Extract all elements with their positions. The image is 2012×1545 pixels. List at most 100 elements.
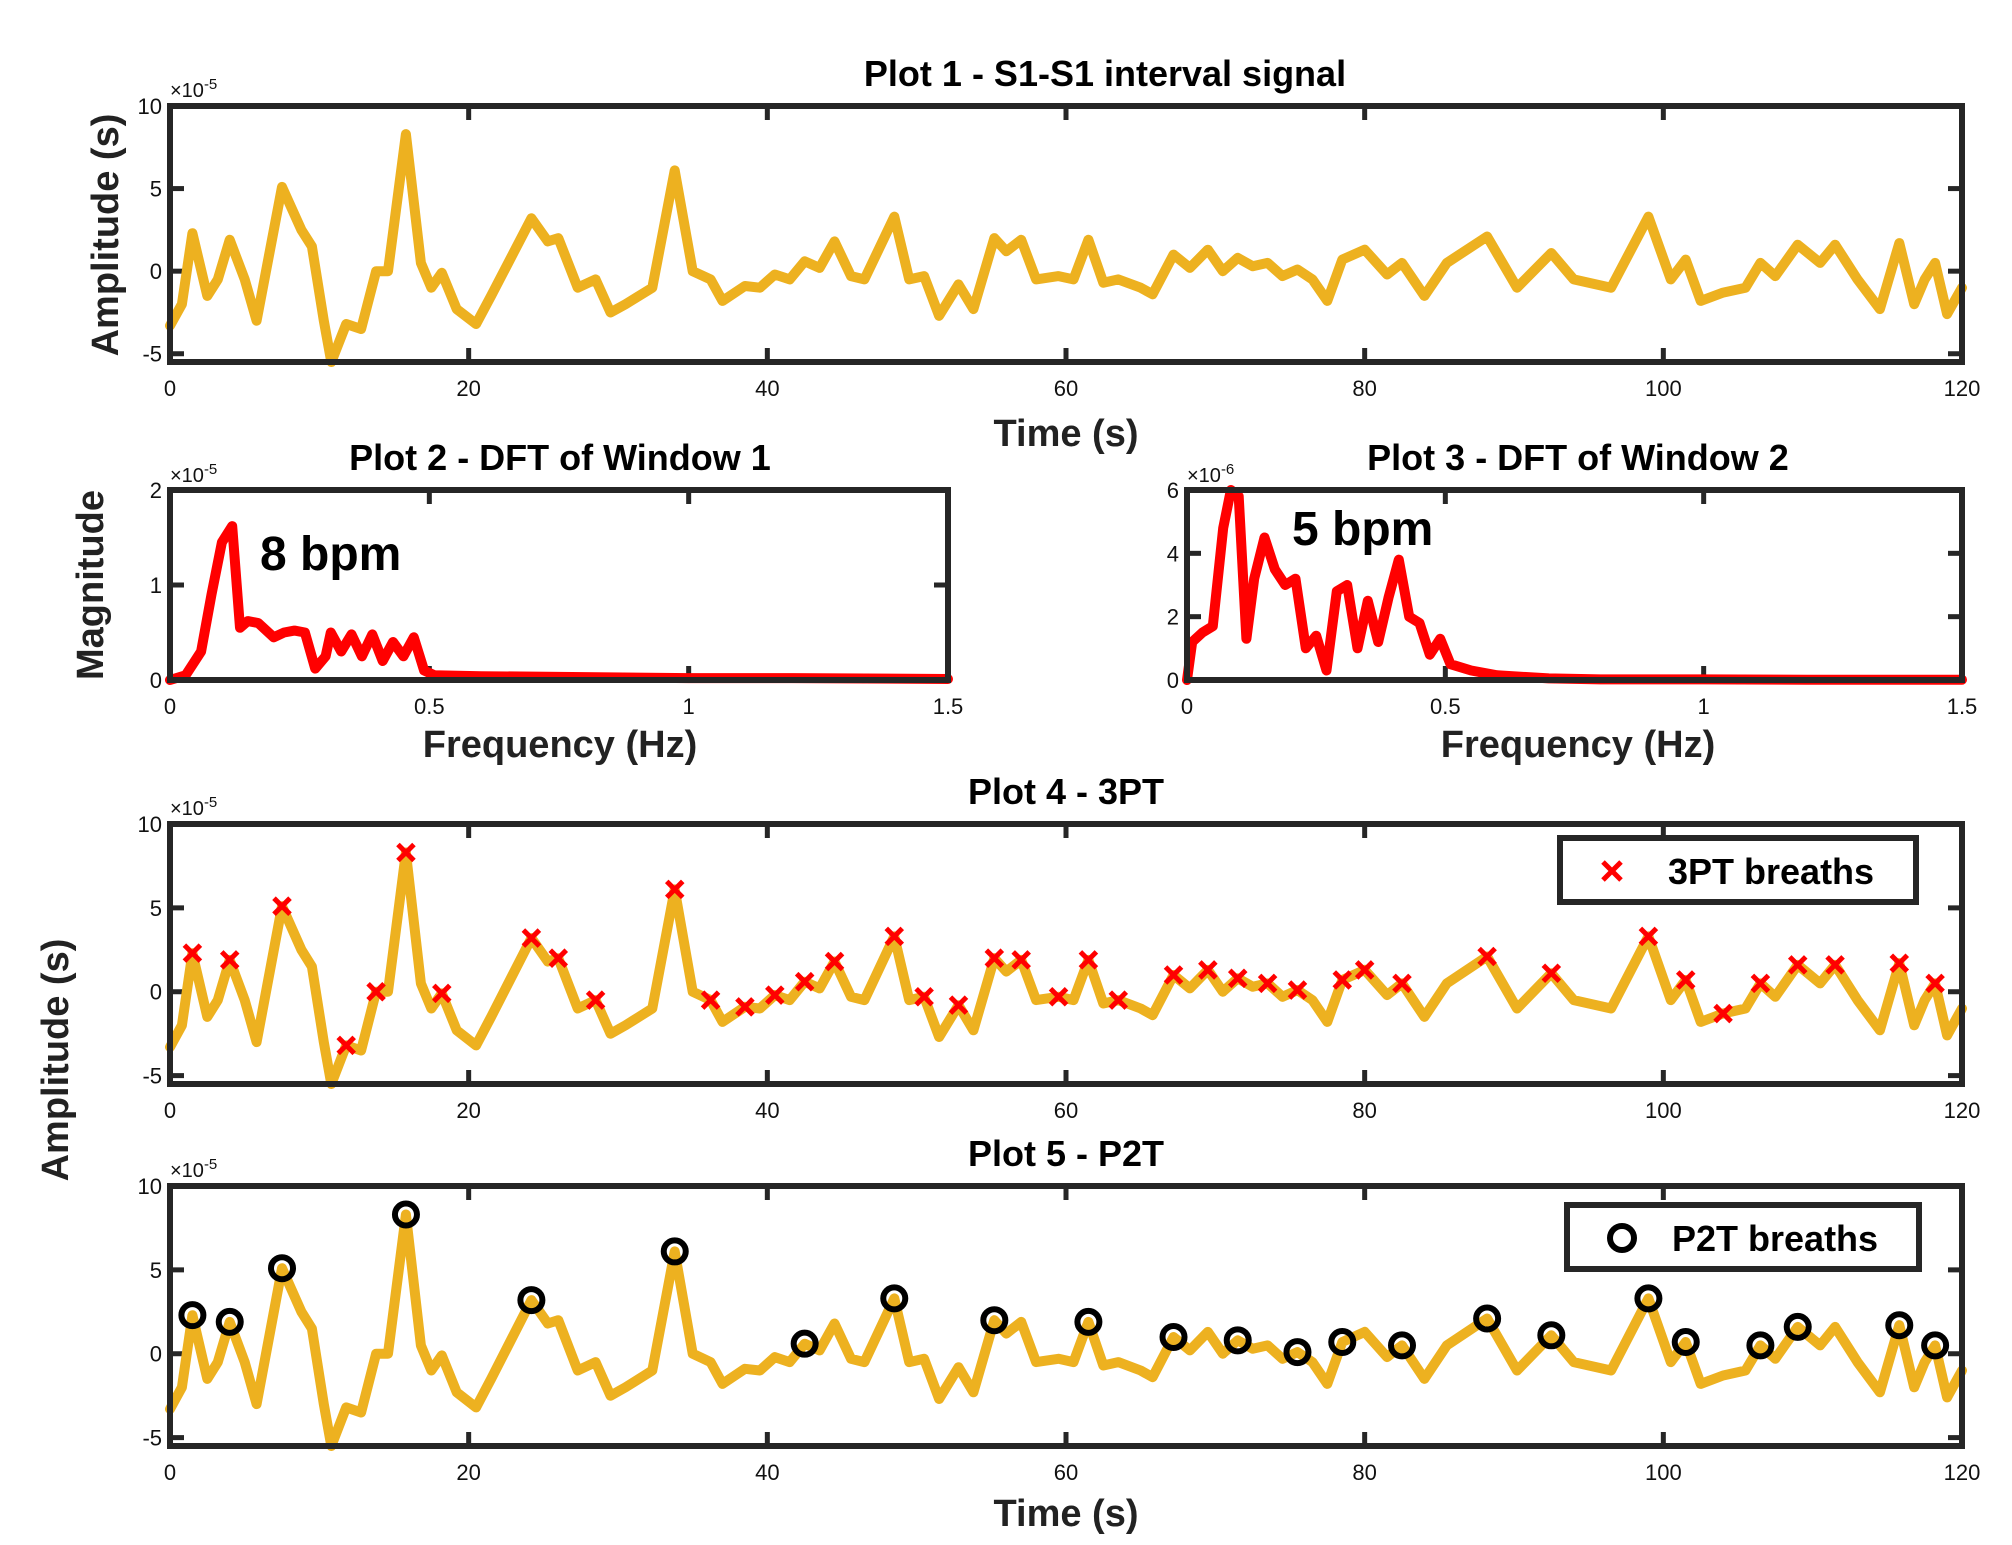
- p4-breath-marker: [219, 950, 240, 970]
- p5-breath-marker: [1328, 1328, 1357, 1356]
- p5-xtick-label: 0: [164, 1460, 176, 1485]
- p1-xtick-label: 0: [164, 376, 176, 401]
- p1-xtick-label: 20: [456, 376, 480, 401]
- p5-xtick-label: 120: [1944, 1460, 1981, 1485]
- p1-ytick-label: 0: [150, 259, 162, 284]
- p4-xtick-label: 40: [755, 1098, 779, 1123]
- p4-breath-marker: [1257, 973, 1278, 994]
- p4-breath-marker: [1287, 980, 1308, 1000]
- p2-ytick-label: 1: [150, 573, 162, 598]
- p5-breath-marker: [178, 1301, 207, 1330]
- p4-breath-marker: [1048, 987, 1069, 1007]
- p1-xtick-label: 100: [1645, 376, 1682, 401]
- plot-2-title: Plot 2 - DFT of Window 1: [349, 437, 771, 478]
- plot-5-xlabel: Time (s): [993, 1493, 1138, 1535]
- plot-5-legend: P2T breaths: [1564, 1202, 1922, 1272]
- p3-xtick-label: 1: [1698, 694, 1710, 719]
- p4-breath-marker: [765, 985, 785, 1005]
- plot-5-title: Plot 5 - P2T: [968, 1133, 1164, 1174]
- plot-2-annotation: 8 bpm: [260, 528, 401, 581]
- p4-breath-marker: [664, 879, 685, 900]
- p3-ytick-label: 0: [1167, 668, 1179, 693]
- p3-ytick-label: 2: [1167, 605, 1179, 630]
- plot-1-xlabel: Time (s): [993, 413, 1138, 455]
- plot-2: Plot 2 - DFT of Window 1 0 0.5 1 1.5 0 1 2 ×10…: [70, 437, 963, 766]
- p4-breath-marker: [735, 997, 755, 1017]
- p4-breath-marker: [1392, 973, 1412, 994]
- plot-5-axes-box: [167, 1183, 1965, 1449]
- plot-5-legend-box: [1564, 1202, 1922, 1272]
- plot-2-ylabel: Magnitude: [70, 490, 112, 680]
- p4-breath-marker: [1638, 926, 1659, 947]
- p4-xtick-label: 80: [1352, 1098, 1376, 1123]
- p4-breath-marker: [1477, 946, 1497, 967]
- p1-ytick-label: -5: [142, 342, 162, 367]
- plot-4-exponent: ×10-5: [170, 794, 217, 820]
- p2-xtick-label: 1: [683, 694, 695, 719]
- p1-xtick-label: 40: [755, 376, 779, 401]
- p3-xtick-label: 0.5: [1430, 694, 1461, 719]
- p5-breath-marker: [391, 1200, 420, 1229]
- p4-ytick-label: 0: [150, 980, 162, 1005]
- p3-ytick-label: 6: [1167, 478, 1179, 503]
- p4-breath-marker: [1198, 960, 1218, 980]
- plot-2-xlabel: Frequency (Hz): [423, 724, 697, 766]
- p3-xtick-label: 1.5: [1947, 694, 1978, 719]
- p4-ytick-label: -5: [142, 1064, 162, 1089]
- p4-breath-marker: [1825, 955, 1845, 975]
- p4-breath-marker: [1354, 960, 1375, 980]
- plot-1-ylabel: Amplitude (s): [85, 114, 127, 357]
- p1-ytick-label: 5: [150, 177, 162, 202]
- plot-3-exponent: ×10-6: [1187, 461, 1234, 487]
- p4-breath-marker: [1889, 953, 1910, 973]
- plot-1: Plot 1 - S1-S1 interval signal 0 20 40 60 80…: [85, 53, 1980, 455]
- p5-breath-marker: [517, 1286, 546, 1315]
- p4-breath-marker: [1541, 963, 1562, 984]
- p4-xtick-label: 20: [456, 1098, 480, 1123]
- p4-breath-marker: [521, 928, 542, 948]
- p5-xtick-label: 100: [1645, 1460, 1682, 1485]
- p4-breath-marker: [1108, 990, 1129, 1010]
- p5-breath-marker: [1746, 1331, 1775, 1360]
- p5-breath-marker: [1223, 1326, 1252, 1355]
- p2-xtick-label: 0.5: [414, 694, 445, 719]
- p1-xtick-label: 80: [1352, 376, 1376, 401]
- p5-breath-marker: [1783, 1312, 1812, 1341]
- p4-xtick-label: 60: [1054, 1098, 1078, 1123]
- plot-4-title: Plot 4 - 3PT: [968, 771, 1164, 812]
- p4-breath-marker: [948, 995, 969, 1015]
- p4-breath-marker: [432, 983, 452, 1004]
- p5-xtick-label: 80: [1352, 1460, 1376, 1485]
- p5-ytick-label: -5: [142, 1426, 162, 1451]
- plot-1-signal-line: [165, 129, 1967, 367]
- p5-breath-marker: [1159, 1322, 1188, 1351]
- p5-xtick-label: 40: [755, 1460, 779, 1485]
- p5-breath-marker: [1885, 1311, 1914, 1340]
- p5-breath-marker: [1283, 1338, 1312, 1367]
- p3-ytick-label: 4: [1167, 541, 1179, 566]
- p1-ytick-label: 10: [138, 94, 162, 119]
- p5-breath-marker: [1921, 1331, 1950, 1360]
- p4-breath-marker: [1332, 970, 1353, 990]
- p2-xtick-label: 0: [164, 694, 176, 719]
- plot-4-legend-box: [1557, 835, 1919, 905]
- plot-2-dft-line: [165, 521, 953, 685]
- p4-breath-marker: [336, 1035, 356, 1056]
- plot-1-exponent: ×10-5: [170, 76, 217, 102]
- plot-4-ylabel: Amplitude (s): [35, 939, 77, 1182]
- p5-breath-marker: [1537, 1321, 1566, 1350]
- p5-breath-marker: [268, 1254, 296, 1283]
- p4-breath-marker: [182, 943, 203, 963]
- p4-breath-marker: [794, 971, 815, 992]
- plot-4-axes-box: [167, 821, 1965, 1087]
- p5-breath-marker: [215, 1307, 244, 1336]
- p4-breath-marker: [884, 926, 905, 947]
- p4-breath-marker: [1750, 973, 1771, 994]
- p4-breath-marker: [1011, 950, 1031, 970]
- p5-breath-marker: [1634, 1284, 1663, 1313]
- p4-breath-marker: [1675, 970, 1696, 990]
- p5-breath-marker: [790, 1329, 819, 1358]
